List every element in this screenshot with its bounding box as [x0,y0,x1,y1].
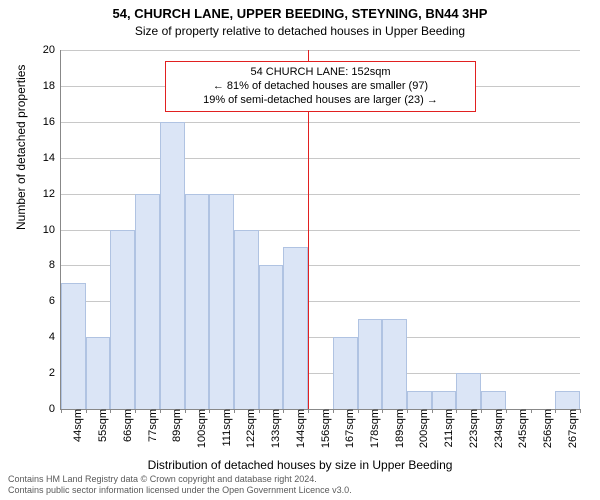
x-tick-mark [580,409,581,413]
x-tick-mark [481,409,482,413]
bar [283,247,308,409]
x-tick-label: 55sqm [91,409,109,442]
x-tick-mark [382,409,383,413]
bar [185,194,210,409]
x-tick-mark [234,409,235,413]
x-tick-label: 44sqm [66,409,84,442]
annotation-line-2: ← 81% of detached houses are smaller (97… [174,79,467,93]
x-tick-label: 223sqm [462,409,480,448]
chart-title-main: 54, CHURCH LANE, UPPER BEEDING, STEYNING… [0,6,600,21]
y-tick-label: 14 [43,152,61,164]
gridline [61,50,580,51]
x-tick-label: 144sqm [289,409,307,448]
gridline [61,122,580,123]
bar [160,122,185,409]
x-tick-label: 89sqm [165,409,183,442]
x-tick-mark [160,409,161,413]
x-tick-mark [308,409,309,413]
x-tick-label: 77sqm [141,409,159,442]
bar [209,194,234,409]
x-tick-mark [555,409,556,413]
annotation-box: 54 CHURCH LANE: 152sqm← 81% of detached … [165,61,476,112]
annotation-line-3: 19% of semi-detached houses are larger (… [174,93,467,107]
x-tick-mark [506,409,507,413]
x-tick-mark [61,409,62,413]
gridline [61,158,580,159]
x-tick-mark [358,409,359,413]
x-tick-mark [259,409,260,413]
bar [234,230,259,410]
footer-attribution: Contains HM Land Registry data © Crown c… [8,474,352,497]
x-tick-mark [432,409,433,413]
x-tick-label: 156sqm [314,409,332,448]
bar [407,391,432,409]
y-tick-label: 18 [43,80,61,92]
x-axis-label: Distribution of detached houses by size … [0,458,600,472]
bar [135,194,160,409]
bar [110,230,135,410]
bar [61,283,86,409]
x-tick-label: 200sqm [412,409,430,448]
y-tick-label: 2 [49,367,61,379]
annotation-line-1: 54 CHURCH LANE: 152sqm [174,65,467,79]
bar [481,391,506,409]
x-tick-mark [110,409,111,413]
y-tick-label: 10 [43,224,61,236]
bar [358,319,383,409]
x-tick-label: 267sqm [561,409,579,448]
bar [555,391,580,409]
x-tick-label: 66sqm [116,409,134,442]
y-tick-label: 16 [43,116,61,128]
x-tick-mark [86,409,87,413]
footer-line-1: Contains HM Land Registry data © Crown c… [8,474,352,485]
plot-area: 0246810121416182044sqm55sqm66sqm77sqm89s… [60,50,580,410]
x-tick-label: 245sqm [511,409,529,448]
x-tick-label: 100sqm [190,409,208,448]
x-tick-label: 111sqm [215,409,233,447]
x-tick-mark [333,409,334,413]
bar [86,337,111,409]
x-tick-label: 167sqm [338,409,356,448]
y-tick-label: 12 [43,188,61,200]
x-tick-label: 234sqm [487,409,505,448]
x-tick-mark [209,409,210,413]
x-tick-label: 178sqm [363,409,381,448]
y-tick-label: 6 [49,295,61,307]
x-tick-label: 211sqm [437,409,455,447]
bar [333,337,358,409]
chart-title-sub: Size of property relative to detached ho… [0,24,600,38]
y-tick-label: 0 [49,403,61,415]
x-tick-label: 256sqm [536,409,554,448]
footer-line-2: Contains public sector information licen… [8,485,352,496]
bar [259,265,284,409]
x-tick-label: 122sqm [239,409,257,448]
x-tick-label: 189sqm [388,409,406,448]
y-tick-label: 8 [49,259,61,271]
x-tick-mark [456,409,457,413]
bar [382,319,407,409]
y-tick-label: 20 [43,44,61,56]
x-tick-label: 133sqm [264,409,282,448]
x-tick-mark [185,409,186,413]
x-tick-mark [135,409,136,413]
x-tick-mark [407,409,408,413]
x-tick-mark [531,409,532,413]
bar [432,391,457,409]
y-tick-label: 4 [49,331,61,343]
x-tick-mark [283,409,284,413]
bar [456,373,481,409]
y-axis-label: Number of detached properties [14,65,28,230]
